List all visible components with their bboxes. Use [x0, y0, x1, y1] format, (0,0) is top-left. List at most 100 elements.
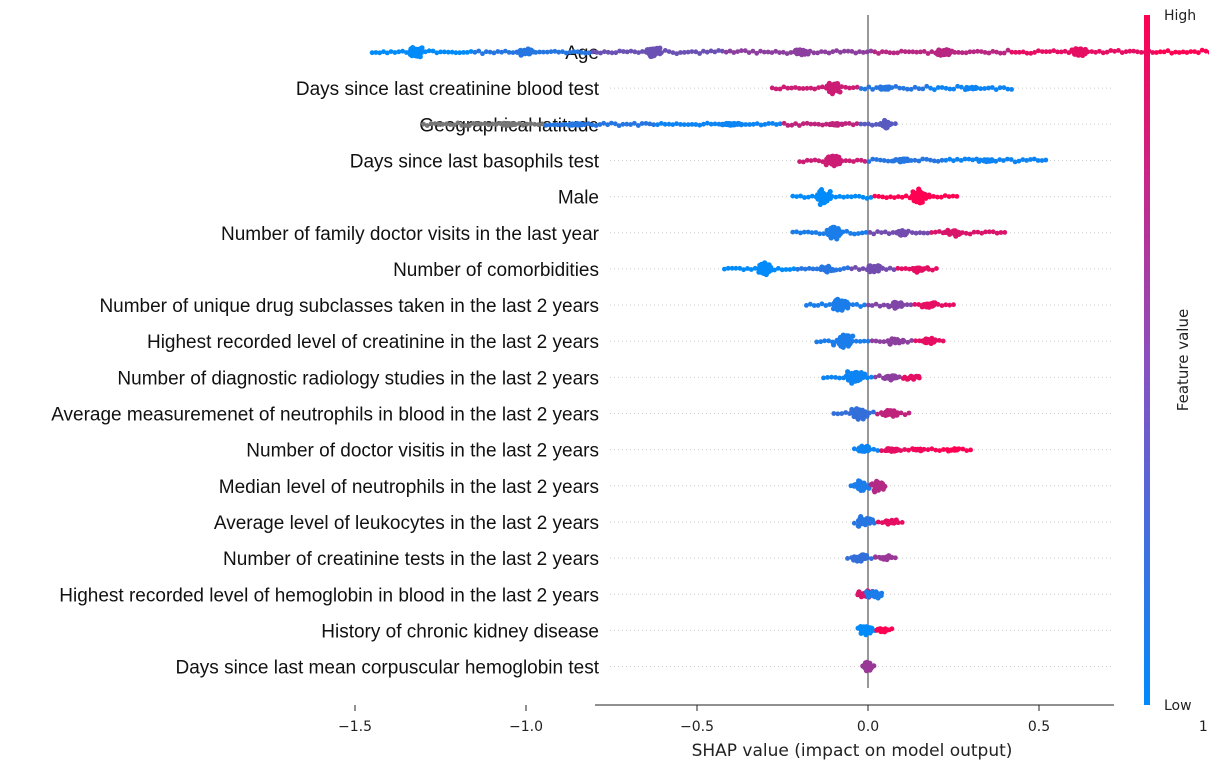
shap-point [812, 157, 818, 163]
shap-point [861, 338, 867, 344]
shap-point [756, 268, 762, 274]
shap-point [838, 230, 844, 237]
shap-point [860, 266, 866, 271]
shap-point [777, 86, 783, 92]
shap-point [858, 86, 864, 91]
shap-point [872, 485, 878, 491]
shap-point [712, 121, 718, 127]
shap-point [804, 157, 810, 163]
feature-label: Average measuremenet of neutrophils in b… [51, 405, 599, 426]
shap-point [904, 302, 910, 308]
shap-point [461, 50, 466, 55]
shap-point [886, 304, 892, 310]
shap-point [818, 339, 824, 345]
shap-point [737, 265, 743, 271]
shap-point [719, 121, 726, 127]
shap-point [624, 49, 630, 55]
shap-point [670, 50, 676, 55]
shap-point [933, 447, 939, 453]
shap-point [910, 192, 916, 199]
shap-point [1108, 48, 1114, 53]
shap-point [854, 121, 860, 126]
shap-point [819, 49, 824, 54]
shap-point [552, 48, 558, 54]
shap-point [463, 123, 468, 128]
shap-point [444, 121, 449, 127]
shap-point [579, 122, 585, 128]
shap-point [881, 339, 887, 345]
shap-point [777, 121, 783, 127]
x-axis-title: SHAP value (impact on model output) [692, 741, 1013, 761]
shap-point [871, 409, 876, 415]
shap-point [971, 85, 977, 91]
shap-point [423, 49, 428, 55]
shap-point [869, 338, 875, 344]
shap-point [843, 158, 849, 164]
shap-point [487, 49, 493, 55]
shap-point [421, 121, 426, 127]
x-tick-label: −1.0 [509, 719, 543, 735]
shap-point [1131, 48, 1136, 54]
shap-point [929, 339, 935, 345]
shap-point [920, 86, 926, 92]
shap-point [1135, 49, 1140, 55]
shap-point [804, 303, 809, 308]
shap-point [831, 121, 837, 127]
shap-point [848, 338, 854, 344]
shap-point [899, 48, 904, 54]
feature-label: Number of comorbidities [393, 260, 599, 281]
shap-point [852, 377, 858, 383]
shap-point [777, 50, 782, 55]
shap-point [875, 411, 880, 417]
shap-point [850, 302, 856, 308]
shap-point [831, 411, 837, 416]
shap-point [976, 158, 982, 164]
shap-point [748, 267, 754, 272]
shap-point [814, 339, 820, 345]
shap-point [839, 121, 845, 127]
shap-point [522, 49, 529, 55]
shap-point [816, 121, 821, 127]
shap-point [831, 267, 837, 273]
beeswarm-points [369, 45, 1209, 674]
shap-point [916, 158, 922, 164]
shap-point [885, 446, 891, 452]
shap-point [869, 556, 874, 561]
shap-point [763, 271, 769, 277]
shap-point [926, 192, 932, 198]
shap-point [1017, 49, 1022, 55]
shap-point [609, 120, 614, 126]
shap-point [951, 446, 958, 452]
shap-point [900, 339, 906, 345]
shap-point [894, 304, 900, 310]
shap-point [936, 229, 942, 234]
shap-point [857, 339, 863, 344]
shap-point [845, 265, 851, 271]
shap-point [935, 49, 941, 56]
shap-point [670, 122, 676, 127]
shap-point [741, 267, 746, 273]
shap-point [842, 298, 848, 304]
shap-point [959, 50, 965, 56]
shap-point [820, 122, 825, 128]
shap-point [524, 121, 530, 127]
shap-point [909, 338, 914, 343]
shap-point [628, 48, 634, 54]
shap-point [674, 121, 679, 127]
shap-point [895, 194, 901, 200]
shap-point [852, 193, 858, 199]
shap-point [1104, 49, 1110, 55]
shap-point [751, 121, 756, 127]
shap-point [708, 48, 714, 54]
shap-point [796, 86, 802, 91]
shap-point [547, 122, 553, 128]
shap-point [647, 121, 653, 127]
shap-point [846, 121, 852, 126]
shap-point [918, 447, 925, 453]
shap-point [860, 194, 866, 200]
shap-point [872, 49, 878, 55]
shap-point [850, 85, 856, 91]
shap-point [872, 554, 879, 560]
shap-point [849, 266, 854, 272]
